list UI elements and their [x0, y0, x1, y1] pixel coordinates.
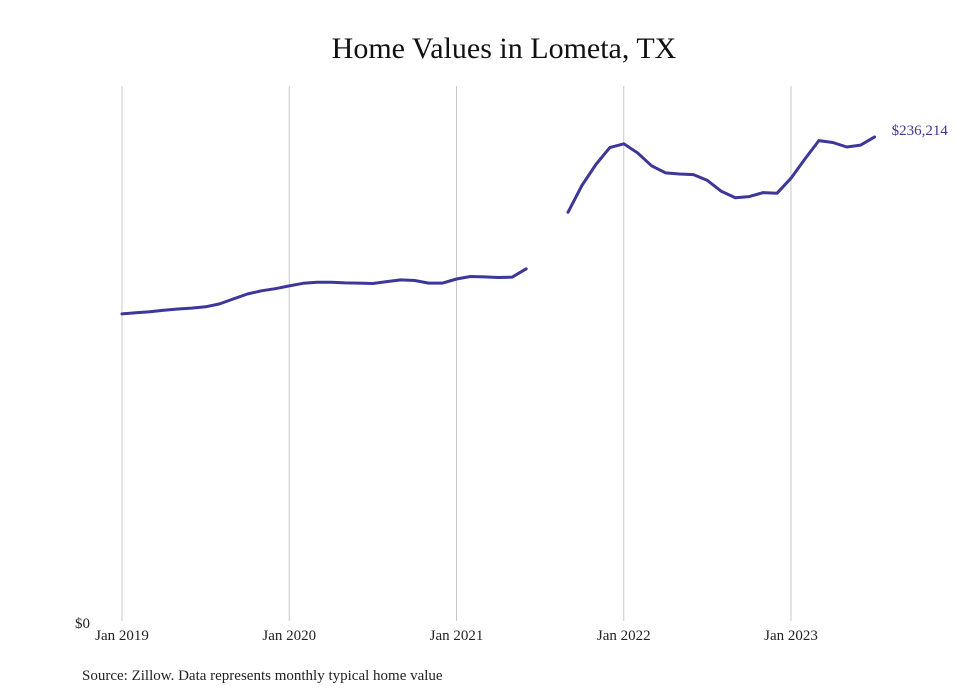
x-tick-label: Jan 2021: [430, 628, 484, 644]
x-tick-label: Jan 2020: [262, 628, 316, 644]
chart-title: Home Values in Lometa, TX: [331, 32, 677, 65]
grid-lines: [121, 86, 792, 621]
series-line-segment: [120, 267, 528, 316]
end-value-label: $236,214: [892, 123, 949, 139]
x-tick-label: Jan 2019: [95, 628, 149, 644]
axis-labels: Jan 2019 Jan 2020 Jan 2021 Jan 2022 Jan 2023…: [75, 123, 948, 644]
y-tick-label: $0: [75, 616, 90, 632]
x-tick-label: Jan 2022: [597, 628, 651, 644]
source-note: Source: Zillow. Data represents monthly …: [82, 668, 443, 684]
series-lines: [120, 135, 877, 316]
x-tick-label: Jan 2023: [764, 628, 818, 644]
series-line-segment: [566, 135, 877, 214]
